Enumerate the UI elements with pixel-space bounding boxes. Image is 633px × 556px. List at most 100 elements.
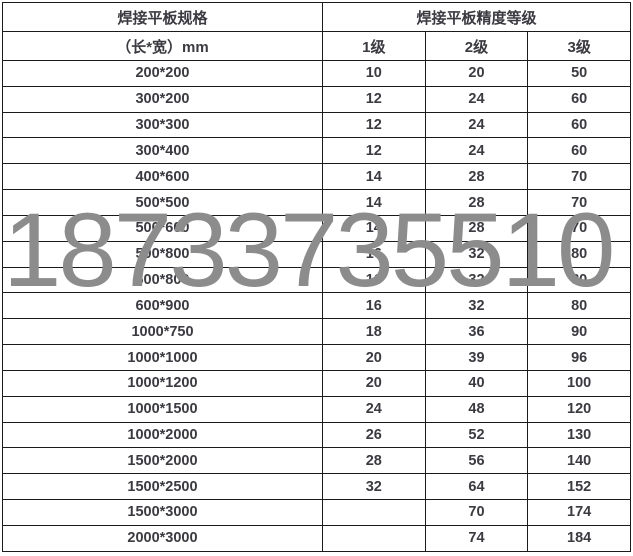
grade-2-value-cell: 40 xyxy=(424,369,529,397)
grade-3-header-cell: 3级 xyxy=(527,31,631,61)
header-row-1: 焊接平板规格 焊接平板精度等级 xyxy=(2,2,632,32)
table-row: 1000*1500 24 48 120 xyxy=(2,395,631,423)
grade-3-value-cell: 120 xyxy=(527,395,631,423)
grade-3-value-cell: 80 xyxy=(527,292,631,320)
grade-3-value-cell: 70 xyxy=(527,163,631,191)
grade-2-value-cell: 32 xyxy=(424,266,529,294)
table-row: 500*500 14 28 70 xyxy=(2,189,631,216)
table-row: 1500*2500 32 64 152 xyxy=(2,473,631,501)
grade-3-value-cell: 80 xyxy=(527,240,631,268)
grade-3-value-cell: 184 xyxy=(527,524,631,553)
grade-3-value-cell: 60 xyxy=(527,85,631,113)
table-row: 1000*750 18 36 90 xyxy=(2,318,631,346)
grade-1-value-cell: 16 xyxy=(321,266,426,294)
grade-1-value-cell: 20 xyxy=(321,344,426,371)
grade-2-value-cell: 20 xyxy=(424,60,529,87)
table-body: 200*200 10 20 50 300*200 12 24 60 300*30… xyxy=(2,60,631,553)
grade-1-header-cell: 1级 xyxy=(321,31,426,61)
grade-1-value-cell xyxy=(321,499,426,526)
table-row: 1500*3000 70 174 xyxy=(2,499,631,526)
size-cell: 1000*1500 xyxy=(2,395,323,423)
size-cell: 1000*2000 xyxy=(2,421,323,449)
grade-3-value-cell: 130 xyxy=(527,421,631,449)
size-cell: 500*800 xyxy=(2,240,323,268)
grade-3-value-cell: 50 xyxy=(527,60,631,87)
grade-2-header-cell: 2级 xyxy=(424,31,529,61)
header-row-2: （长*宽）mm 1级 2级 3级 xyxy=(2,31,631,61)
grade-2-value-cell: 36 xyxy=(424,318,529,346)
grade-1-value-cell: 12 xyxy=(321,137,426,165)
table-row: 400*600 14 28 70 xyxy=(2,163,631,191)
grade-2-value-cell: 24 xyxy=(424,85,529,113)
table-row: 2000*3000 74 184 xyxy=(2,524,631,553)
table-row: 200*200 10 20 50 xyxy=(2,60,631,87)
grade-2-value-cell: 39 xyxy=(424,344,529,371)
table-row: 500*800 16 32 80 xyxy=(2,240,631,268)
size-cell: 1000*750 xyxy=(2,318,323,346)
table-row: 1000*1000 20 39 96 xyxy=(2,344,631,371)
size-cell: 1500*3000 xyxy=(2,499,323,526)
grade-2-value-cell: 28 xyxy=(424,214,529,242)
grade-3-value-cell: 60 xyxy=(527,111,631,139)
grade-1-value-cell xyxy=(321,524,426,553)
size-cell: 300*300 xyxy=(2,111,323,139)
grade-2-value-cell: 48 xyxy=(424,395,529,423)
size-cell: 300*400 xyxy=(2,137,323,165)
grade-1-value-cell: 24 xyxy=(321,395,426,423)
grade-2-value-cell: 28 xyxy=(424,163,529,191)
grade-2-value-cell: 32 xyxy=(424,240,529,268)
grade-3-value-cell: 152 xyxy=(527,473,631,501)
table-row: 300*200 12 24 60 xyxy=(2,85,631,113)
grade-3-value-cell: 70 xyxy=(527,214,631,242)
table-row: 1500*2000 28 56 140 xyxy=(2,447,631,475)
size-cell: 500*600 xyxy=(2,214,323,242)
table-row: 1000*1200 20 40 100 xyxy=(2,369,631,397)
table-header: 焊接平板规格 焊接平板精度等级 （长*宽）mm 1级 2级 3级 xyxy=(2,2,632,61)
table-row: 600*800 16 32 80 xyxy=(2,266,631,294)
grade-1-value-cell: 32 xyxy=(321,473,426,501)
grade-2-value-cell: 74 xyxy=(424,524,529,553)
table-row: 1000*2000 26 52 130 xyxy=(2,421,631,449)
grade-1-value-cell: 26 xyxy=(321,421,426,449)
grade-group-header-cell: 焊接平板精度等级 xyxy=(321,2,632,32)
grade-2-value-cell: 24 xyxy=(424,137,529,165)
grade-1-value-cell: 16 xyxy=(321,240,426,268)
grade-3-value-cell: 80 xyxy=(527,266,631,294)
grade-1-value-cell: 10 xyxy=(321,60,426,87)
table-row: 300*300 12 24 60 xyxy=(2,111,631,139)
size-cell: 1000*1200 xyxy=(2,369,323,397)
grade-3-value-cell: 90 xyxy=(527,318,631,346)
grade-3-value-cell: 100 xyxy=(527,369,631,397)
grade-3-value-cell: 70 xyxy=(527,189,631,216)
size-unit-header-cell: （长*宽）mm xyxy=(2,31,323,61)
table-row: 500*600 14 28 70 xyxy=(2,214,631,242)
grade-2-value-cell: 70 xyxy=(424,499,529,526)
grade-1-value-cell: 18 xyxy=(321,318,426,346)
grade-1-value-cell: 12 xyxy=(321,111,426,139)
grade-1-value-cell: 20 xyxy=(321,369,426,397)
table-row: 600*900 16 32 80 xyxy=(2,292,631,320)
grade-2-value-cell: 64 xyxy=(424,473,529,501)
size-cell: 300*200 xyxy=(2,85,323,113)
size-cell: 600*800 xyxy=(2,266,323,294)
grade-3-value-cell: 174 xyxy=(527,499,631,526)
grade-3-value-cell: 140 xyxy=(527,447,631,475)
size-cell: 500*500 xyxy=(2,189,323,216)
size-cell: 1500*2000 xyxy=(2,447,323,475)
size-cell: 2000*3000 xyxy=(2,524,323,553)
grade-1-value-cell: 14 xyxy=(321,163,426,191)
grade-2-value-cell: 32 xyxy=(424,292,529,320)
grade-1-value-cell: 14 xyxy=(321,189,426,216)
grade-2-value-cell: 56 xyxy=(424,447,529,475)
spec-header-cell: 焊接平板规格 xyxy=(2,2,323,32)
grade-1-value-cell: 12 xyxy=(321,85,426,113)
grade-2-value-cell: 28 xyxy=(424,189,529,216)
grade-1-value-cell: 28 xyxy=(321,447,426,475)
grade-2-value-cell: 52 xyxy=(424,421,529,449)
grade-1-value-cell: 16 xyxy=(321,292,426,320)
size-cell: 400*600 xyxy=(2,163,323,191)
grade-1-value-cell: 14 xyxy=(321,214,426,242)
table-row: 300*400 12 24 60 xyxy=(2,137,631,165)
